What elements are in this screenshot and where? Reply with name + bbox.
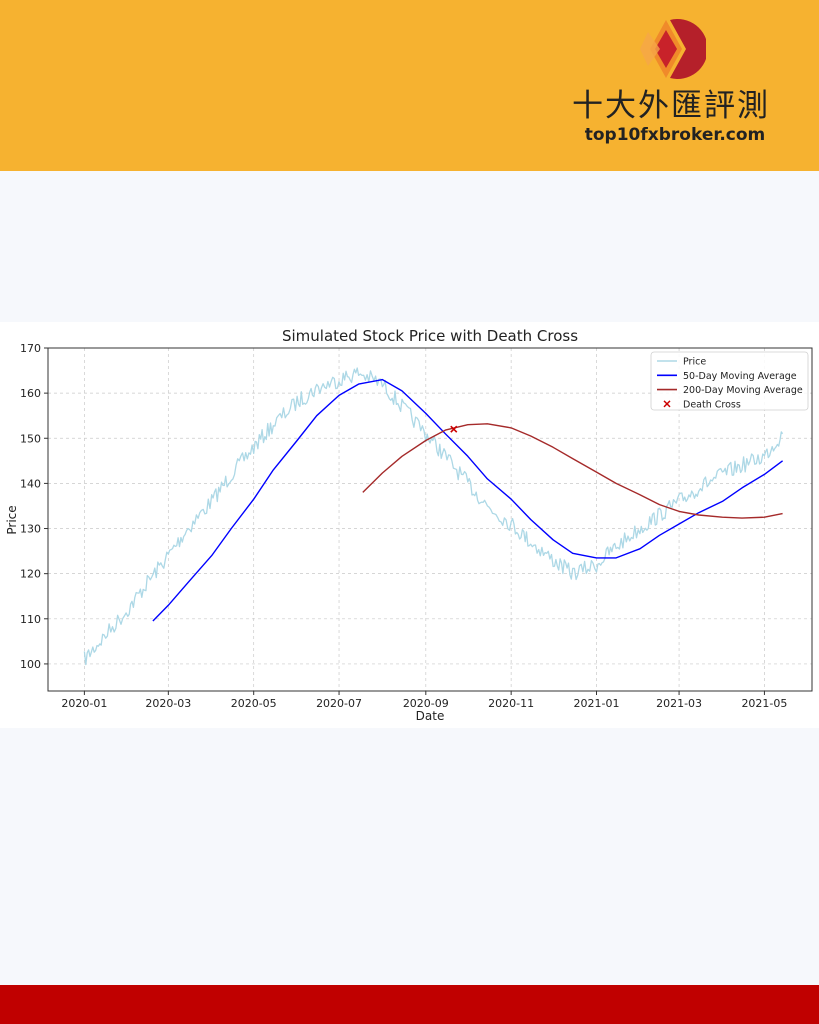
death-cross-marker bbox=[450, 425, 458, 433]
50-day-moving-average-line bbox=[152, 378, 784, 622]
chart-legend: Price 50-Day Moving Average 200-Day Moving… bbox=[650, 351, 809, 411]
brand-name: 十大外匯評測 bbox=[572, 88, 770, 124]
x-tick-label: 2021-01 bbox=[574, 697, 620, 710]
y-tick-label: 110 bbox=[20, 613, 41, 626]
brand-url[interactable]: top10fxbroker.com bbox=[584, 125, 766, 145]
y-axis-label: Price bbox=[5, 505, 19, 534]
footer-bar bbox=[0, 985, 819, 1024]
legend-swatch bbox=[663, 400, 671, 408]
death-cross-stroke bbox=[450, 425, 458, 433]
x-tick-label: 2020-01 bbox=[61, 697, 107, 710]
legend-box bbox=[650, 351, 809, 411]
x-tick-label: 2021-03 bbox=[656, 697, 702, 710]
legend-label: Price bbox=[683, 357, 706, 368]
chart-title: Simulated Stock Price with Death Cross bbox=[282, 327, 578, 345]
x-axis-label: Date bbox=[416, 709, 445, 723]
chart-panel: Simulated Stock Price with Death Cross 1… bbox=[0, 322, 819, 728]
plot-frame bbox=[47, 347, 813, 692]
y-tick-label: 150 bbox=[20, 432, 41, 445]
chart-axes: 100 110 120 130 140 150 160 170 2020-01 2020-03 20… bbox=[20, 342, 813, 710]
y-tick-label: 100 bbox=[20, 658, 41, 671]
price-chart: Simulated Stock Price with Death Cross 1… bbox=[5, 327, 813, 723]
y-tick-label: 170 bbox=[20, 342, 41, 355]
x-tick-label: 2020-05 bbox=[231, 697, 277, 710]
legend-label: Death Cross bbox=[683, 399, 741, 410]
legend-label: 200-Day Moving Average bbox=[683, 385, 803, 396]
y-tick-label: 130 bbox=[20, 523, 41, 536]
x-tick-label: 2020-11 bbox=[488, 697, 534, 710]
x-tick-label: 2021-05 bbox=[741, 697, 787, 710]
price-line bbox=[83, 367, 784, 666]
brand-header: 十大外匯評測 top10fxbroker.com bbox=[0, 0, 819, 171]
legend-label: 50-Day Moving Average bbox=[683, 371, 797, 382]
y-tick-label: 160 bbox=[20, 387, 41, 400]
x-tick-label: 2020-09 bbox=[403, 697, 449, 710]
y-tick-label: 120 bbox=[20, 568, 41, 581]
brand-logo-icon bbox=[640, 19, 706, 79]
x-tick-label: 2020-03 bbox=[145, 697, 191, 710]
x-tick-label: 2020-07 bbox=[316, 697, 362, 710]
chart-markers bbox=[450, 425, 458, 433]
chart-series bbox=[83, 367, 784, 666]
200-day-moving-average-line bbox=[362, 423, 783, 519]
y-tick-label: 140 bbox=[20, 477, 41, 490]
